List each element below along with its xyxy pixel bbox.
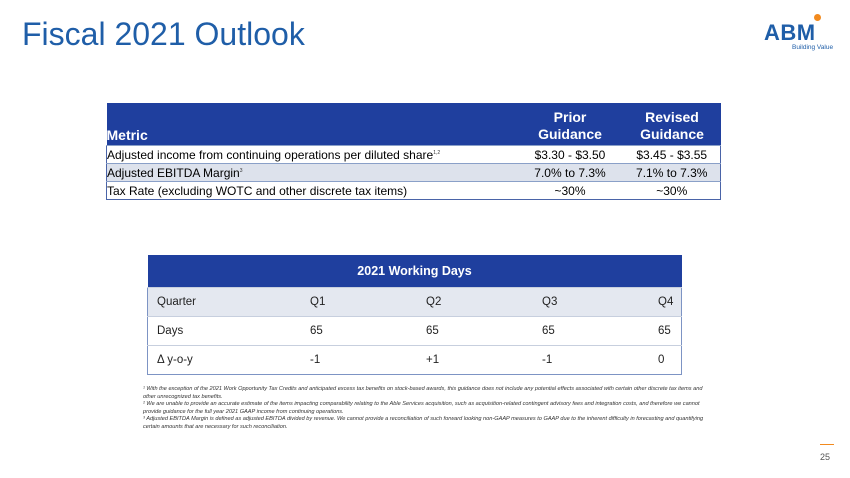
revised-header-line2: Guidance bbox=[640, 126, 704, 142]
metric-cell: Tax Rate (excluding WOTC and other discr… bbox=[106, 181, 517, 200]
q4-header: Q4 bbox=[642, 287, 682, 317]
page-title: Fiscal 2021 Outlook bbox=[22, 16, 305, 52]
metric-header: Metric bbox=[106, 103, 517, 146]
revised-cell: $3.45 - $3.55 bbox=[623, 145, 721, 164]
metric-cell: Adjusted EBITDA Margin3 bbox=[106, 163, 517, 182]
footnote-3: ³ Adjusted EBITDA Margin is defined as a… bbox=[143, 416, 704, 430]
revised-cell: 7.1% to 7.3% bbox=[623, 163, 721, 182]
prior-cell: 7.0% to 7.3% bbox=[516, 163, 624, 182]
prior-header-line1: Prior bbox=[553, 109, 587, 125]
footnote-2: ² We are unable to provide an accurate e… bbox=[143, 401, 700, 415]
table-row: Adjusted income from continuing operatio… bbox=[106, 145, 721, 164]
logo-tagline: Building Value bbox=[792, 44, 834, 51]
metric-text: Adjusted income from continuing operatio… bbox=[107, 147, 434, 162]
q1-header: Q1 bbox=[294, 287, 410, 317]
metric-text: Tax Rate (excluding WOTC and other discr… bbox=[107, 183, 408, 198]
prior-guidance-header: Prior Guidance bbox=[516, 103, 624, 146]
metric-cell: Adjusted income from continuing operatio… bbox=[106, 145, 517, 164]
cell: 65 bbox=[642, 316, 682, 346]
table-row: Days 65 65 65 65 bbox=[147, 316, 682, 346]
q2-header: Q2 bbox=[410, 287, 526, 317]
working-days-table: 2021 Working Days Quarter Q1 Q2 Q3 Q4 Da… bbox=[147, 255, 682, 375]
working-days-header-row: Quarter Q1 Q2 Q3 Q4 bbox=[147, 287, 682, 317]
footnote-1: ¹ With the exception of the 2021 Work Op… bbox=[143, 386, 703, 400]
table-row: Tax Rate (excluding WOTC and other discr… bbox=[106, 181, 721, 200]
cell: 65 bbox=[410, 316, 526, 346]
footnotes: ¹ With the exception of the 2021 Work Op… bbox=[143, 386, 708, 432]
logo-dot-icon bbox=[814, 14, 821, 21]
cell: 0 bbox=[658, 354, 665, 366]
metric-text: Adjusted EBITDA Margin bbox=[107, 165, 240, 180]
outlook-table: Metric Prior Guidance Revised Guidance A… bbox=[106, 103, 721, 200]
outlook-header-row: Metric Prior Guidance Revised Guidance bbox=[106, 103, 721, 146]
footnote-ref: 1,2 bbox=[433, 149, 441, 156]
cell: -1 bbox=[310, 354, 321, 366]
table-row: Δ y-o-y -1 +1 -1 0 bbox=[148, 346, 682, 375]
prior-cell: ~30% bbox=[516, 181, 624, 200]
cell: +1 bbox=[426, 354, 440, 366]
cell: 65 bbox=[526, 316, 642, 346]
footnote-ref: 3 bbox=[239, 167, 243, 174]
cell: -1 bbox=[542, 354, 553, 366]
prior-cell: $3.30 - $3.50 bbox=[516, 145, 624, 164]
revised-header-line1: Revised bbox=[645, 109, 699, 125]
row-label: Δ y-o-y bbox=[157, 354, 193, 366]
page-number: 25 bbox=[820, 452, 831, 462]
quarter-label: Quarter bbox=[147, 287, 294, 317]
page-number-rule bbox=[820, 444, 834, 445]
logo-text: ABM bbox=[764, 20, 816, 45]
revised-cell: ~30% bbox=[623, 181, 721, 200]
q3-header: Q3 bbox=[526, 287, 642, 317]
table-row: Adjusted EBITDA Margin3 7.0% to 7.3% 7.1… bbox=[106, 163, 721, 182]
abm-logo: ABM Building Value bbox=[764, 14, 836, 56]
revised-guidance-header: Revised Guidance bbox=[623, 103, 721, 146]
working-days-title: 2021 Working Days bbox=[147, 255, 682, 288]
row-label: Days bbox=[147, 316, 294, 346]
prior-header-line2: Guidance bbox=[538, 126, 602, 142]
cell: 65 bbox=[294, 316, 410, 346]
